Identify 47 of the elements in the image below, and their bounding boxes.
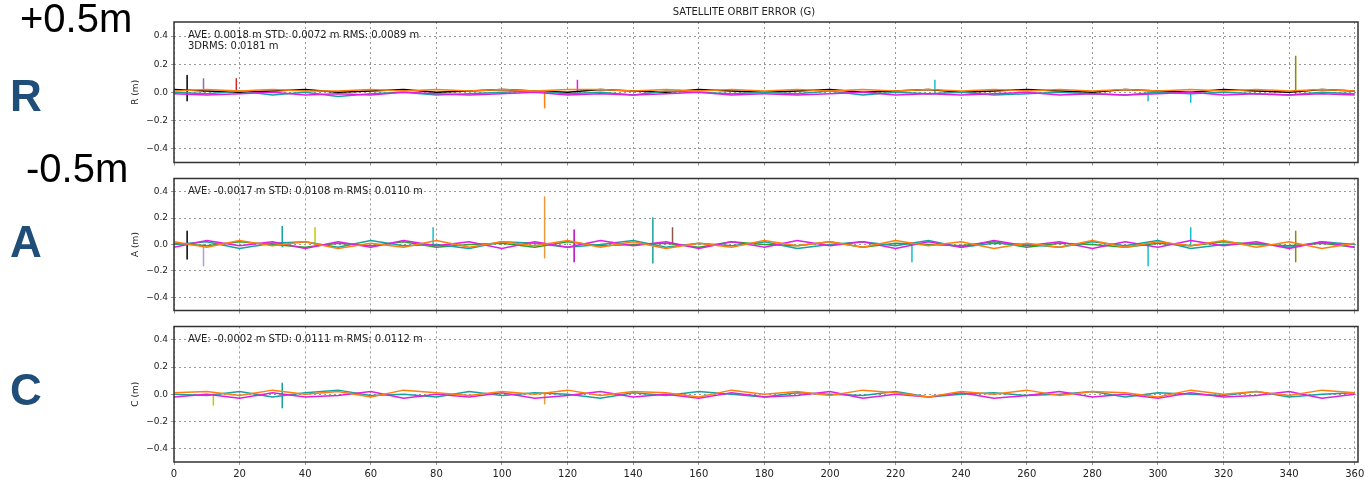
y-tick-label: 0.2 (153, 212, 168, 223)
annotation: AVE: 0.0018 m STD: 0.0072 m RMS: 0.0089 m (188, 28, 420, 40)
text: +0.5m (20, 0, 133, 40)
x-tick-label: 340 (1279, 467, 1299, 479)
y-tick-label: −0.4 (146, 142, 169, 153)
x-tick-label: 320 (1213, 467, 1234, 479)
y-tick-label: 0.2 (153, 58, 168, 69)
y-tick-label: −0.2 (146, 415, 168, 426)
y-tick-label: 0.4 (153, 30, 169, 41)
x-tick-label: 60 (364, 467, 378, 479)
x-tick-label: 260 (1017, 467, 1037, 479)
x-tick-label: 240 (951, 467, 971, 479)
x-tick-label: 80 (430, 467, 443, 479)
x-tick-label: 280 (1082, 467, 1102, 479)
x-tick-label: 0 (170, 467, 178, 479)
x-tick-label: 100 (492, 467, 512, 479)
text: -0.5m (26, 146, 129, 190)
x-tick-label: 180 (754, 467, 774, 479)
y-tick-label: 0.2 (153, 361, 168, 372)
text: C (10, 365, 42, 415)
annotation: 3DRMS: 0.0181 m (188, 39, 279, 51)
y-tick-label: −0.2 (146, 265, 168, 276)
x-tick-label: 120 (558, 467, 578, 479)
x-tick-label: 40 (298, 467, 312, 479)
text: A (10, 217, 42, 267)
y-axis-title: A (m) (129, 232, 140, 257)
annotation: AVE: -0.0017 m STD: 0.0108 m RMS: 0.0110 m (188, 184, 423, 196)
x-tick-label: 200 (820, 467, 840, 479)
y-axis-title: C (m) (129, 381, 140, 407)
y-tick-label: 0.0 (153, 238, 169, 249)
y-tick-label: −0.4 (146, 291, 169, 302)
y-tick-label: −0.2 (146, 114, 168, 125)
y-tick-label: −0.4 (146, 442, 169, 453)
x-tick-label: 140 (623, 467, 643, 479)
y-axis-title: R (m) (129, 79, 140, 105)
y-tick-label: 0.0 (153, 86, 169, 97)
x-tick-label: 300 (1148, 467, 1168, 479)
x-tick-label: 220 (886, 467, 906, 479)
chart-title: SATELLITE ORBIT ERROR (G) (672, 5, 816, 17)
y-tick-label: 0.4 (153, 334, 169, 345)
y-tick-label: 0.0 (153, 388, 169, 399)
x-tick-label: 20 (233, 467, 246, 479)
x-tick-label: 160 (689, 467, 709, 479)
x-tick-label: 360 (1345, 467, 1365, 479)
annotation: AVE: -0.0002 m STD: 0.0111 m RMS: 0.0112 m (188, 332, 423, 344)
text: R (10, 71, 42, 121)
y-tick-label: 0.4 (153, 185, 169, 196)
